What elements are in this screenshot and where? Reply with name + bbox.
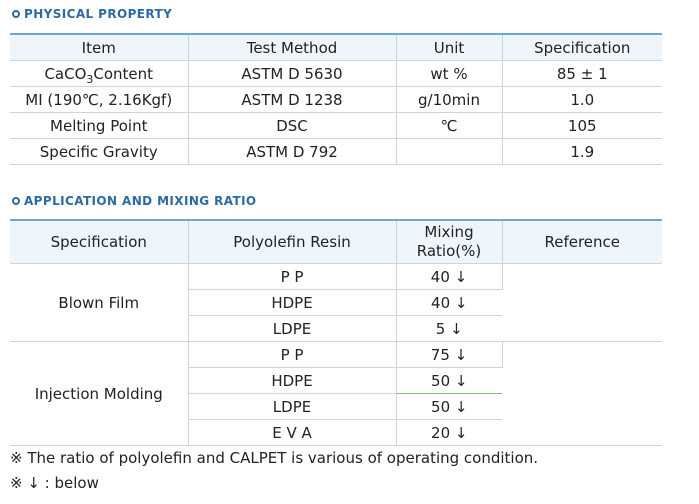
table-row: CaCO3Content ASTM D 5630 wt % 85 ± 1: [10, 60, 662, 87]
method-cell: DSC: [188, 112, 397, 139]
resin-cell: LDPE: [188, 393, 397, 420]
table-row: HDPE 50 ↓: [10, 367, 662, 394]
resin-cell: HDPE: [188, 367, 397, 394]
header-test-method: Test Method: [188, 34, 397, 61]
table-row: E V A 20 ↓: [10, 419, 662, 446]
physical-property-title: PHYSICAL PROPERTY: [24, 7, 173, 21]
ratio-cell: 40 ↓: [396, 263, 503, 290]
header-mixing-ratio: Mixing Ratio(%): [396, 220, 503, 264]
item-cell: MI (190℃, 2.16Kgf): [10, 86, 189, 113]
table-header-row: Specification Polyolefin Resin Mixing Ra…: [10, 220, 662, 264]
application-title: APPLICATION AND MIXING RATIO: [24, 194, 257, 208]
resin-cell: LDPE: [188, 315, 397, 342]
header-unit: Unit: [396, 34, 503, 61]
reference-cell: [502, 263, 662, 342]
spec-cell: 85 ± 1: [502, 60, 662, 87]
ratio-cell: 50 ↓: [396, 367, 502, 394]
table-row: MI (190℃, 2.16Kgf) ASTM D 1238 g/10min 1…: [10, 86, 662, 113]
unit-cell: ℃: [396, 112, 503, 139]
application-heading: APPLICATION AND MIXING RATIO: [12, 194, 257, 208]
resin-cell: P P: [188, 263, 397, 290]
ratio-cell: 20 ↓: [396, 419, 502, 446]
ratio-cell: 50 ↓: [396, 393, 502, 420]
unit-cell: [396, 138, 503, 165]
spec-cell: 1.0: [502, 86, 662, 113]
ratio-cell: 40 ↓: [396, 289, 502, 316]
table-row: LDPE 5 ↓: [10, 315, 662, 342]
table-row: Melting Point DSC ℃ 105: [10, 112, 662, 139]
unit-cell: wt %: [396, 60, 503, 87]
method-cell: ASTM D 5630: [188, 60, 397, 87]
group-name-cell: Injection Molding: [10, 341, 189, 446]
table-row: Blown Film P P 40 ↓: [10, 263, 662, 342]
table-row: HDPE 40 ↓: [10, 289, 662, 316]
header-reference: Reference: [502, 220, 662, 264]
table-row: LDPE 50 ↓: [10, 393, 662, 420]
unit-cell: g/10min: [396, 86, 503, 113]
item-cell: Specific Gravity: [10, 138, 189, 165]
group-name-cell: Blown Film: [10, 263, 189, 342]
table-header-row: Item Test Method Unit Specification: [10, 34, 662, 61]
spec-cell: 105: [502, 112, 662, 139]
header-item: Item: [10, 34, 189, 61]
physical-property-table: Item Test Method Unit Specification CaCO…: [10, 33, 662, 165]
reference-cell: [502, 341, 662, 446]
note-below-legend: ※ ↓ : below: [10, 474, 99, 492]
resin-cell: P P: [188, 341, 397, 368]
circle-bullet-icon: [12, 197, 20, 205]
header-specification: Specification: [10, 220, 189, 264]
header-polyolefin-resin: Polyolefin Resin: [188, 220, 397, 264]
method-cell: ASTM D 1238: [188, 86, 397, 113]
header-specification: Specification: [502, 34, 662, 61]
item-cell: Melting Point: [10, 112, 189, 139]
resin-cell: E V A: [188, 419, 397, 446]
circle-bullet-icon: [12, 10, 20, 18]
resin-cell: HDPE: [188, 289, 397, 316]
ratio-cell: 5 ↓: [396, 315, 502, 342]
ratio-cell: 75 ↓: [396, 341, 503, 368]
spec-cell: 1.9: [502, 138, 662, 165]
application-mixing-table: Specification Polyolefin Resin Mixing Ra…: [10, 219, 662, 446]
note-ratio: ※ The ratio of polyolefin and CALPET is …: [10, 449, 539, 467]
physical-property-heading: PHYSICAL PROPERTY: [12, 7, 172, 21]
table-row: Specific Gravity ASTM D 792 1.9: [10, 138, 662, 165]
method-cell: ASTM D 792: [188, 138, 397, 165]
table-row: Injection Molding P P 75 ↓: [10, 341, 662, 446]
item-cell: CaCO3Content: [10, 60, 189, 87]
